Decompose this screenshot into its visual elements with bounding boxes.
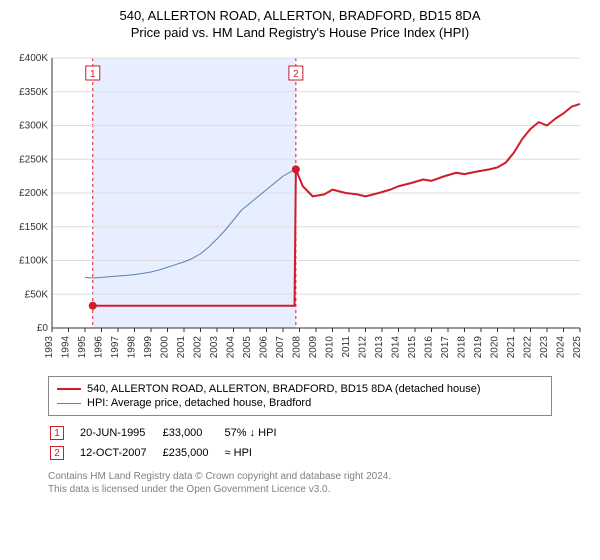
footer-attribution: Contains HM Land Registry data © Crown c… xyxy=(48,470,552,496)
legend-swatch xyxy=(57,403,81,404)
svg-text:2013: 2013 xyxy=(374,336,385,359)
legend-swatch xyxy=(57,388,81,390)
svg-text:2025: 2025 xyxy=(572,336,583,359)
legend-row: 540, ALLERTON ROAD, ALLERTON, BRADFORD, … xyxy=(57,383,543,395)
chart-area: £0 £50K £100K £150K £200K £250K £300K £350K £400… xyxy=(8,48,592,368)
svg-text:2001: 2001 xyxy=(176,336,187,359)
marker-badge: 1 xyxy=(50,426,64,440)
legend-row: HPI: Average price, detached house, Brad… xyxy=(57,397,543,409)
svg-text:2005: 2005 xyxy=(242,336,253,359)
svg-text:1: 1 xyxy=(90,69,96,80)
line-chart-svg: £0 £50K £100K £150K £200K £250K £300K £350K £400… xyxy=(8,48,592,368)
footer-line2: This data is licensed under the Open Gov… xyxy=(48,483,552,496)
legend-label: 540, ALLERTON ROAD, ALLERTON, BRADFORD, … xyxy=(87,383,481,395)
svg-text:2017: 2017 xyxy=(440,336,451,359)
svg-text:2000: 2000 xyxy=(160,336,171,359)
svg-text:2020: 2020 xyxy=(490,336,501,359)
svg-text:2: 2 xyxy=(293,69,299,80)
svg-text:2016: 2016 xyxy=(424,336,435,359)
svg-text:2024: 2024 xyxy=(556,336,567,359)
svg-text:£50K: £50K xyxy=(25,289,49,300)
svg-text:£150K: £150K xyxy=(19,222,48,233)
marker-transactions-table: 1 20-JUN-1995£33,00057% ↓ HPI 2 12-OCT-2007… xyxy=(48,422,293,464)
svg-text:2014: 2014 xyxy=(391,336,402,359)
marker-price: £33,000 xyxy=(163,424,223,442)
svg-text:2003: 2003 xyxy=(209,336,220,359)
svg-text:2023: 2023 xyxy=(539,336,550,359)
svg-text:2008: 2008 xyxy=(292,336,303,359)
svg-text:£350K: £350K xyxy=(19,87,48,98)
svg-text:2022: 2022 xyxy=(523,336,534,359)
marker-badge: 2 xyxy=(50,446,64,460)
marker-price: £235,000 xyxy=(163,444,223,462)
svg-text:2012: 2012 xyxy=(358,336,369,359)
svg-text:1995: 1995 xyxy=(77,336,88,359)
svg-text:2002: 2002 xyxy=(193,336,204,359)
svg-text:1999: 1999 xyxy=(143,336,154,359)
marker-row: 1 20-JUN-1995£33,00057% ↓ HPI xyxy=(50,424,291,442)
footer-line1: Contains HM Land Registry data © Crown c… xyxy=(48,470,552,483)
svg-text:2007: 2007 xyxy=(275,336,286,359)
svg-text:2006: 2006 xyxy=(259,336,270,359)
svg-text:2018: 2018 xyxy=(457,336,468,359)
svg-text:2004: 2004 xyxy=(226,336,237,359)
marker-date: 20-JUN-1995 xyxy=(80,424,161,442)
svg-text:£250K: £250K xyxy=(19,154,48,165)
svg-text:£400K: £400K xyxy=(19,53,48,64)
legend-label: HPI: Average price, detached house, Brad… xyxy=(87,397,311,409)
svg-text:1997: 1997 xyxy=(110,336,121,359)
svg-text:2021: 2021 xyxy=(506,336,517,359)
chart-title-block: 540, ALLERTON ROAD, ALLERTON, BRADFORD, … xyxy=(8,8,592,40)
svg-text:1996: 1996 xyxy=(94,336,105,359)
marker-delta: ≈ HPI xyxy=(225,444,291,462)
svg-text:1994: 1994 xyxy=(61,336,72,359)
legend-box: 540, ALLERTON ROAD, ALLERTON, BRADFORD, … xyxy=(48,376,552,416)
marker-date: 12-OCT-2007 xyxy=(80,444,161,462)
svg-text:2019: 2019 xyxy=(473,336,484,359)
svg-text:2010: 2010 xyxy=(325,336,336,359)
svg-text:£0: £0 xyxy=(37,323,49,334)
svg-text:£300K: £300K xyxy=(19,121,48,132)
chart-title-subtitle: Price paid vs. HM Land Registry's House … xyxy=(8,25,592,40)
chart-title-address: 540, ALLERTON ROAD, ALLERTON, BRADFORD, … xyxy=(8,8,592,23)
svg-text:2015: 2015 xyxy=(407,336,418,359)
marker-row: 2 12-OCT-2007£235,000≈ HPI xyxy=(50,444,291,462)
marker-delta: 57% ↓ HPI xyxy=(225,424,291,442)
svg-text:1993: 1993 xyxy=(44,336,55,359)
svg-text:£200K: £200K xyxy=(19,188,48,199)
svg-text:1998: 1998 xyxy=(127,336,138,359)
svg-text:£100K: £100K xyxy=(19,256,48,267)
svg-text:2011: 2011 xyxy=(341,336,352,358)
svg-text:2009: 2009 xyxy=(308,336,319,359)
